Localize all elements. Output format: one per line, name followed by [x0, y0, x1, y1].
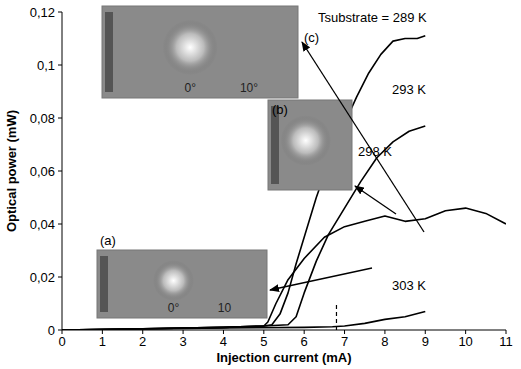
inset-label: (b) [272, 102, 288, 117]
inset-label: (a) [100, 233, 116, 248]
series-label: 293 K [392, 82, 426, 97]
y-tick-label: 0,08 [30, 111, 55, 126]
x-tick-label: 9 [422, 334, 429, 349]
x-tick-label: 4 [220, 334, 227, 349]
dashed-line [336, 304, 337, 331]
x-tick-label: 8 [381, 334, 388, 349]
y-axis-title: Optical power (mW) [4, 110, 19, 232]
series-line [62, 126, 425, 330]
inset-image [268, 100, 352, 190]
chart: 0 1 2 3 4 5 6 7 8 9 10 11 0 0,02 0,04 0,06 0,08 0,1 0,12 In… [0, 0, 521, 369]
inset-image [102, 6, 298, 98]
y-tick [58, 171, 62, 172]
y-tick-label: 0 [48, 323, 55, 338]
inset [268, 100, 352, 190]
inset-spot [153, 260, 194, 301]
series-line [62, 208, 506, 330]
inset-scale [271, 106, 279, 184]
series-label: Tsubstrate = 289 K [318, 10, 427, 25]
inset-text: 0° [184, 81, 196, 95]
inset-image [97, 250, 267, 318]
x-tick-label: 3 [179, 334, 186, 349]
inset-text: 0° [168, 301, 180, 315]
y-tick [58, 65, 62, 66]
inset-text: 10 [218, 301, 232, 315]
x-tick-label: 1 [99, 334, 106, 349]
y-tick-label: 0,04 [30, 217, 55, 232]
y-tick [58, 118, 62, 119]
x-tick-label: 2 [139, 334, 146, 349]
arrow [302, 42, 424, 232]
arrow [355, 186, 396, 214]
inset-label: (c) [304, 30, 319, 45]
inset-scale [105, 12, 113, 92]
arrow [270, 268, 372, 290]
y-tick [58, 330, 62, 331]
y-tick-label: 0,1 [37, 58, 55, 73]
y-tick-label: 0,02 [30, 270, 55, 285]
x-tick-label: 0 [58, 334, 65, 349]
inset-spot [281, 115, 331, 165]
x-tick-label: 10 [458, 334, 472, 349]
inset-spot [163, 20, 218, 75]
x-tick-label: 6 [301, 334, 308, 349]
y-tick [58, 277, 62, 278]
y-tick-label: 0,12 [30, 5, 55, 20]
y-tick [58, 12, 62, 13]
inset-text: 10° [240, 81, 258, 95]
inset: 0° 10° [102, 6, 298, 98]
x-tick-label: 7 [341, 334, 348, 349]
y-tick [58, 224, 62, 225]
x-tick-label: 11 [499, 334, 513, 349]
inset-scale [100, 256, 108, 312]
inset: 0° 10 [97, 250, 267, 318]
y-tick-label: 0,06 [30, 164, 55, 179]
series-label: 298 K [358, 144, 392, 159]
series-label: 303 K [392, 278, 426, 293]
x-axis-title: Injection current (mA) [216, 350, 351, 365]
x-tick-label: 5 [260, 334, 267, 349]
